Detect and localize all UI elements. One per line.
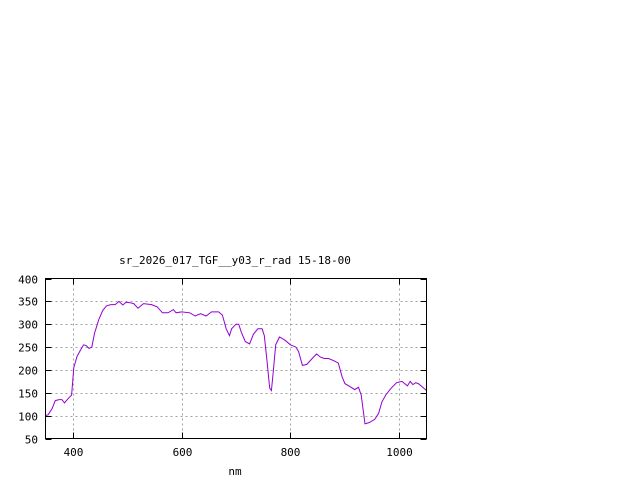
y-tick-label: 150 [18,388,38,401]
y-tick-label: 200 [18,365,38,378]
y-tick-label: 350 [18,296,38,309]
y-tick-label: 50 [25,434,38,447]
x-axis-label: nm [228,465,242,478]
x-tick-label: 400 [64,446,84,459]
y-tick-label: 400 [18,274,38,287]
chart-title: sr_2026_017_TGF__y03_r_rad 15-18-00 [119,254,351,267]
ticks: 50 100 150 200 250 300 350 400 400 600 800 1000 [18,274,427,459]
x-tick-label: 600 [173,446,193,459]
x-tick-label: 800 [281,446,301,459]
series-line [45,300,427,425]
plot-frame [45,278,427,439]
x-tick-label: 1000 [386,446,413,459]
grid [45,278,427,439]
y-tick-label: 100 [18,411,38,424]
y-tick-label: 250 [18,342,38,355]
y-tick-label: 300 [18,319,38,332]
